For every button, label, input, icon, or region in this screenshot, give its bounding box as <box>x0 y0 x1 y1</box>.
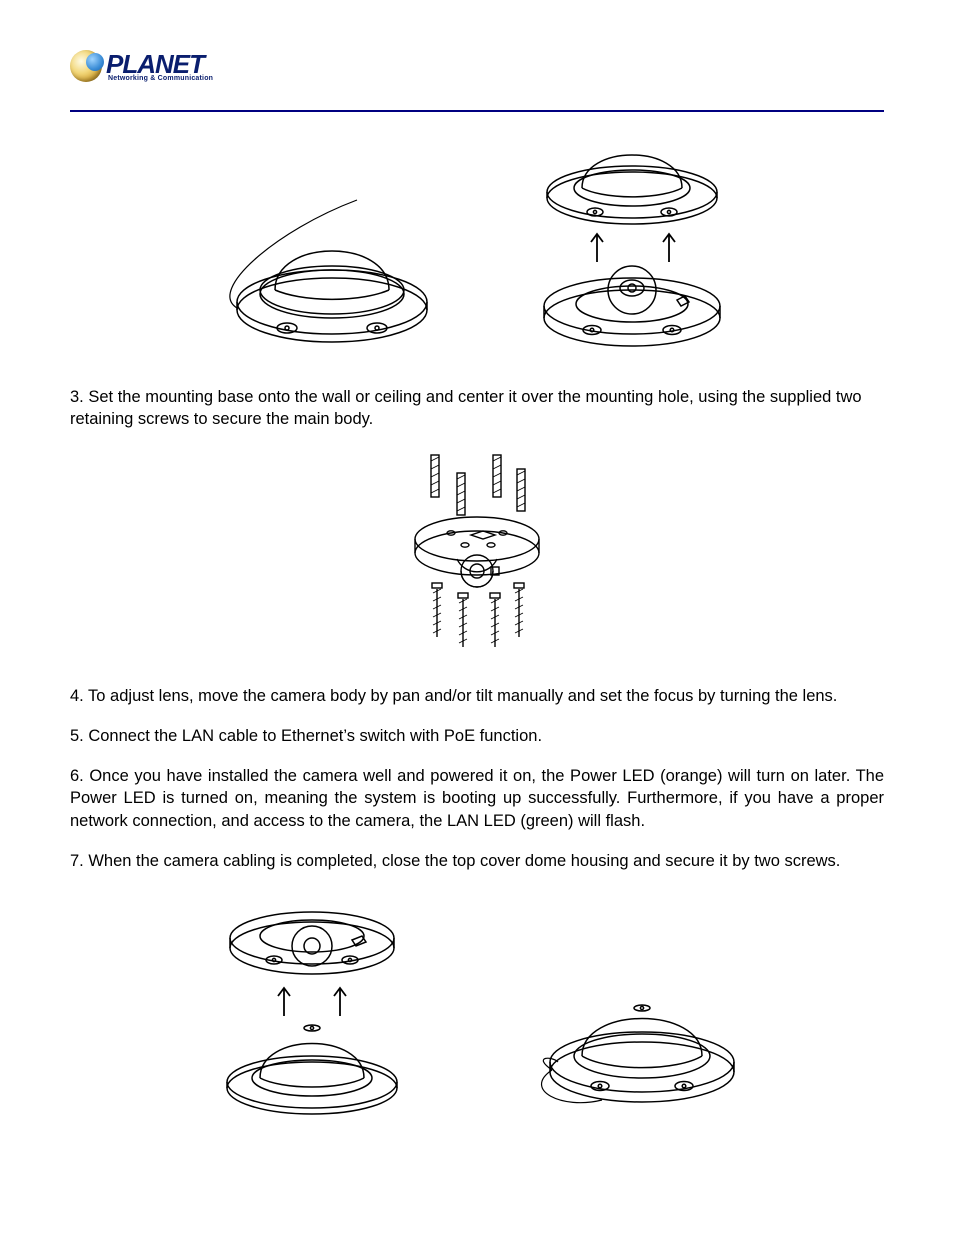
dome-closing-illustration <box>212 890 412 1120</box>
step-6-text: 6. Once you have installed the camera we… <box>70 765 884 832</box>
step-7-text: 7. When the camera cabling is completed,… <box>70 850 884 872</box>
brand-tagline: Networking & Communication <box>108 75 213 82</box>
step-3-text: 3. Set the mounting base onto the wall o… <box>70 386 884 431</box>
step-4-text: 4. To adjust lens, move the camera body … <box>70 685 884 707</box>
dome-closed-illustration <box>217 130 437 360</box>
figure-row-top <box>70 130 884 360</box>
dome-closed-final-illustration <box>522 960 742 1120</box>
page-content: 3. Set the mounting base onto the wall o… <box>70 130 884 1120</box>
globe-icon <box>70 50 102 82</box>
brand-text: PLANET Networking & Communication <box>106 51 213 82</box>
page-header: PLANET Networking & Communication <box>70 50 884 112</box>
dome-exploded-illustration <box>527 130 737 360</box>
figure-mid <box>70 449 884 659</box>
figure-row-bottom <box>70 890 884 1120</box>
step-5-text: 5. Connect the LAN cable to Ethernet’s s… <box>70 725 884 747</box>
mounting-base-illustration <box>387 449 567 659</box>
brand-logo: PLANET Networking & Communication <box>70 50 884 82</box>
brand-name: PLANET <box>106 51 213 77</box>
page: PLANET Networking & Communication <box>0 0 954 1235</box>
